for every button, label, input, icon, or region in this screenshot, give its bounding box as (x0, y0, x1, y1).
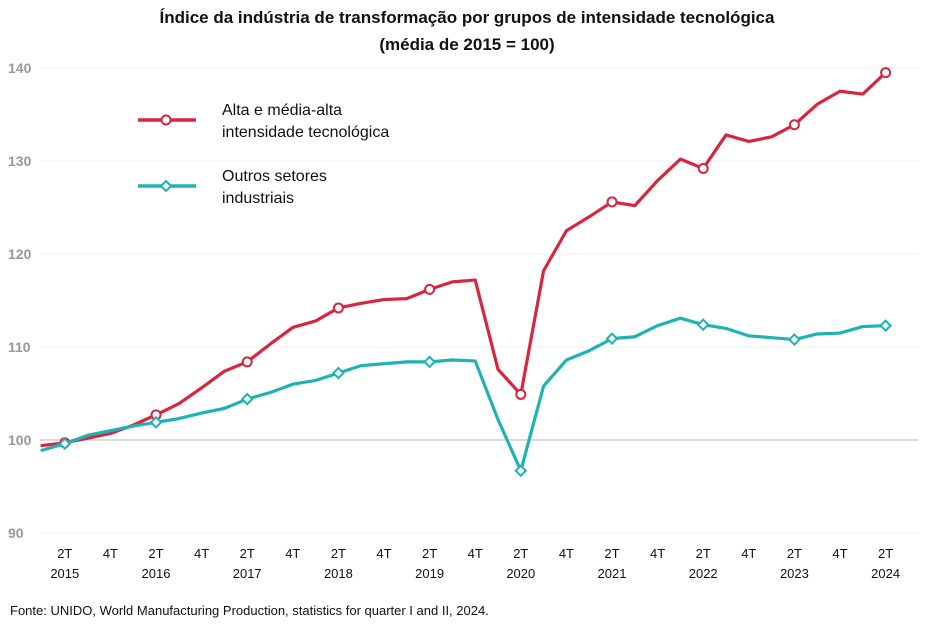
legend-marker (160, 114, 172, 126)
legend-label: intensidade tecnológica (222, 124, 389, 141)
x-tick-year: 2024 (871, 566, 900, 581)
x-tick-label: 4T (468, 546, 483, 561)
y-tick-label: 90 (8, 525, 24, 541)
x-tick-label: 4T (559, 546, 574, 561)
x-tick-label: 2T (331, 546, 346, 561)
x-tick-label: 4T (194, 546, 209, 561)
x-tick-year: 2023 (780, 566, 809, 581)
y-tick-label: 110 (8, 339, 31, 355)
data-point (697, 162, 709, 174)
data-point (241, 356, 253, 368)
chart-title: Índice da indústria de transformação por… (159, 8, 775, 27)
data-point (424, 283, 436, 295)
y-tick-label: 100 (8, 432, 32, 448)
x-tick-year: 2017 (233, 566, 262, 581)
y-tick-label: 130 (8, 153, 32, 169)
data-point (788, 119, 800, 131)
data-point (787, 333, 801, 346)
x-tick-year: 2020 (506, 566, 535, 581)
data-point (332, 302, 344, 314)
x-tick-year: 2022 (689, 566, 718, 581)
data-point (880, 67, 892, 79)
data-point (149, 415, 163, 429)
x-tick-label: 2T (604, 546, 619, 561)
x-tick-label: 2T (422, 546, 437, 561)
x-tick-label: 2T (787, 546, 802, 561)
legend-marker (159, 179, 173, 193)
data-point (331, 366, 345, 380)
source-note: Fonte: UNIDO, World Manufacturing Produc… (10, 603, 489, 618)
x-tick-year: 2019 (415, 566, 444, 581)
x-tick-label: 4T (650, 546, 665, 561)
data-point (515, 388, 527, 400)
x-tick-year: 2015 (50, 566, 79, 581)
x-tick-label: 2T (57, 546, 72, 561)
x-tick-year: 2016 (142, 566, 171, 581)
x-tick-label: 4T (832, 546, 847, 561)
series-line-2 (40, 316, 888, 473)
x-tick-label: 2T (696, 546, 711, 561)
x-tick-label: 4T (376, 546, 391, 561)
x-tick-year: 2021 (598, 566, 627, 581)
data-point (696, 318, 710, 332)
data-point (514, 464, 528, 478)
x-tick-year: 2018 (324, 566, 353, 581)
line-chart: 90 100 110 120 130 140 2T 2015 4T 2T 2016 4T 2T 2017 4… (8, 60, 918, 581)
data-point (606, 196, 618, 208)
data-point (58, 437, 72, 451)
y-tick-label: 120 (8, 246, 32, 262)
x-tick-label: 4T (103, 546, 118, 561)
legend-label: Alta e média-alta (222, 102, 342, 119)
x-tick-label: 2T (513, 546, 528, 561)
chart-subtitle: (média de 2015 = 100) (379, 35, 555, 54)
y-tick-label: 140 (8, 60, 32, 76)
x-tick-label: 4T (285, 546, 300, 561)
legend-label: Outros setores (222, 168, 327, 185)
x-tick-label: 2T (148, 546, 163, 561)
series-line-1 (40, 71, 888, 448)
data-point (605, 332, 619, 346)
x-tick-label: 2T (878, 546, 893, 561)
data-point (240, 392, 254, 406)
legend-label: industriais (222, 190, 294, 207)
x-tick-label: 4T (741, 546, 756, 561)
data-point (423, 355, 437, 369)
data-point (879, 319, 893, 333)
x-tick-label: 2T (240, 546, 255, 561)
